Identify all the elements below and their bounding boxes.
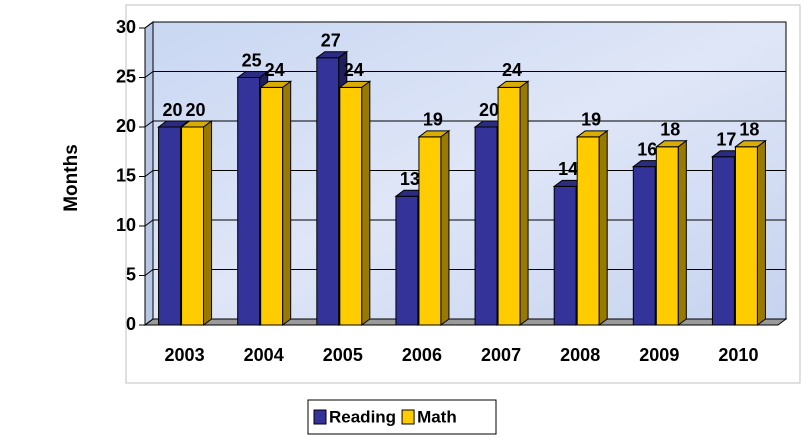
bar-front: [158, 126, 182, 326]
value-label: 24: [344, 60, 364, 80]
value-label: 20: [163, 100, 183, 120]
bar-side: [282, 80, 292, 326]
value-label: 14: [558, 159, 578, 179]
bar: [496, 80, 530, 326]
value-label: 24: [502, 60, 522, 80]
x-tick-label: 2008: [560, 345, 600, 365]
value-label: 20: [186, 100, 206, 120]
legend: Reading Math: [307, 399, 497, 435]
bar-front: [711, 156, 735, 326]
value-label: 18: [739, 120, 759, 140]
bar-front: [237, 77, 261, 326]
bar-side: [440, 129, 450, 326]
x-tick-label: 2007: [481, 345, 521, 365]
legend-label: Reading: [329, 407, 396, 426]
legend-label: Math: [417, 407, 457, 426]
bar-front: [339, 86, 363, 326]
legend-swatch: [313, 409, 327, 425]
bar-side: [756, 139, 766, 326]
bar: [180, 120, 214, 326]
bar: [417, 129, 451, 326]
legend-box: [307, 399, 497, 435]
x-tick-label: 2006: [402, 345, 442, 365]
value-label: 20: [479, 100, 499, 120]
grid-line: [144, 170, 786, 177]
bar-side: [361, 80, 371, 326]
value-label: 25: [242, 50, 262, 70]
value-label: 16: [637, 139, 657, 159]
y-tick-label: 10: [116, 215, 136, 235]
value-label: 18: [660, 120, 680, 140]
value-label: 27: [321, 30, 341, 50]
bar: [575, 129, 609, 326]
bar: [338, 80, 372, 326]
bar-side: [203, 120, 213, 326]
bar-front: [632, 166, 656, 326]
y-tick-label: 5: [126, 264, 136, 284]
bar-front: [655, 146, 679, 326]
bar-front: [497, 86, 521, 326]
value-label: 13: [400, 169, 420, 189]
x-tick-label: 2009: [639, 345, 679, 365]
y-axis-label: Months: [61, 144, 82, 212]
value-label: 19: [581, 110, 601, 130]
bar-front: [553, 185, 577, 326]
bar-front: [260, 86, 284, 326]
x-tick-label: 2004: [244, 345, 284, 365]
grid-line: [144, 120, 786, 128]
bar: [259, 80, 293, 326]
bar-front: [734, 146, 758, 326]
plot-frame: [125, 4, 801, 384]
bar: [654, 139, 688, 326]
value-label: 19: [423, 110, 443, 130]
x-tick-label: 2003: [165, 345, 205, 365]
bar-front: [474, 126, 498, 326]
y-tick-label: 15: [116, 165, 136, 185]
y-tick-label: 25: [116, 66, 136, 86]
y-tick-label: 0: [126, 314, 136, 334]
bar-front: [418, 136, 442, 326]
bar-side: [677, 139, 687, 326]
bar-front: [181, 126, 205, 326]
value-label: 17: [716, 129, 736, 149]
y-tick-label: 30: [116, 17, 136, 37]
x-tick-label: 2010: [718, 345, 758, 365]
grid-line: [144, 21, 786, 29]
y-tick-label: 20: [116, 116, 136, 136]
grid-line: [144, 71, 786, 78]
bar: [733, 139, 767, 326]
bar-side: [598, 129, 608, 326]
value-label: 24: [265, 60, 285, 80]
x-tick-label: 2005: [323, 345, 363, 365]
bar-side: [519, 80, 529, 326]
bar-front: [316, 57, 340, 326]
bar-front: [395, 195, 419, 326]
bar-front: [576, 136, 600, 326]
legend-swatch: [401, 409, 415, 425]
